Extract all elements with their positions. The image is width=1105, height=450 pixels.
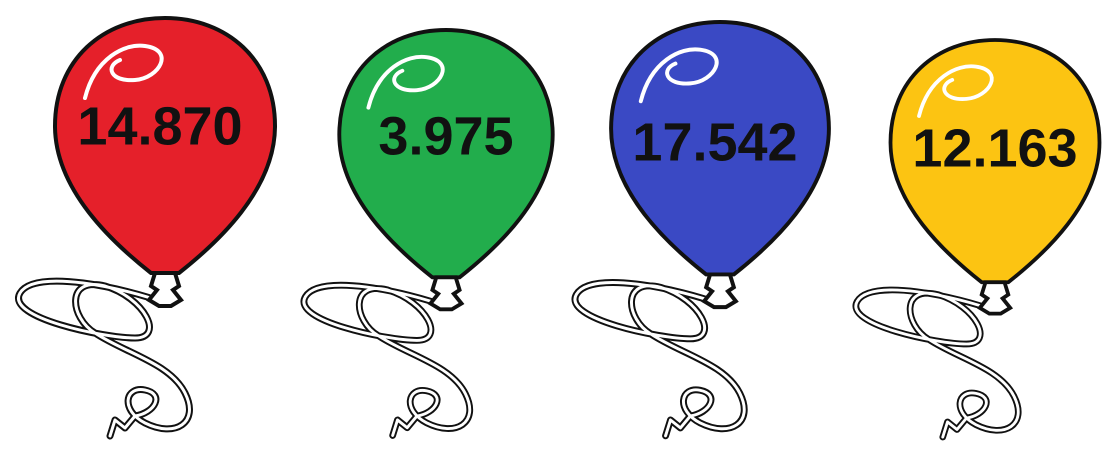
balloon-knot (704, 274, 736, 307)
balloon-number: 14.870 (77, 96, 242, 156)
balloon (18, 18, 275, 436)
balloon (304, 30, 553, 435)
balloon-number: 17.542 (632, 112, 797, 172)
balloon-number: 3.975 (378, 106, 513, 166)
balloon-scene: 14.870 3.975 17.542 12.163 (0, 0, 1105, 450)
balloon (856, 40, 1100, 437)
balloon (575, 22, 829, 436)
balloon-knot (149, 273, 181, 306)
balloon-number: 12.163 (912, 118, 1077, 178)
balloon-knot (980, 282, 1010, 313)
balloon-knot (430, 277, 461, 309)
